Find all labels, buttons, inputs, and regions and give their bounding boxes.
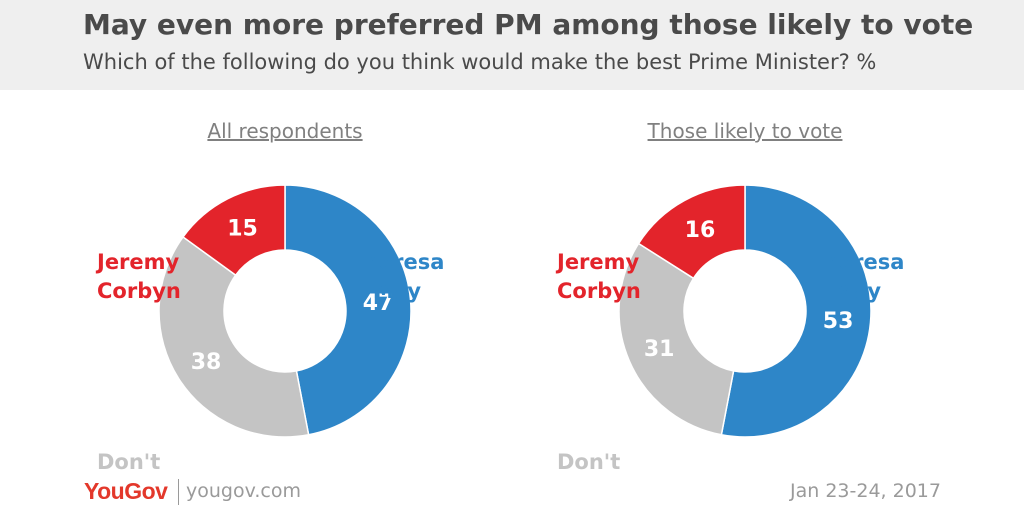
all-respondents-value-theresa-may: 47 (363, 291, 394, 316)
likely-voters-label-don-t-know: Don'tknow (557, 450, 620, 470)
likely-voters-value-theresa-may: 53 (823, 309, 854, 334)
all-respondents-value-jeremy-corbyn: 15 (227, 217, 258, 242)
yougov-logo: YouGov (84, 478, 168, 504)
donut-charts: All respondents47TheresaMay38Don'tknow15… (95, 119, 905, 470)
likely-voters-label-jeremy-corbyn: Jeremy Corbyn (555, 250, 641, 303)
all-respondents-label-theresa-may: Theresa May (350, 250, 445, 303)
footer-site: yougov.com (186, 480, 301, 502)
all-respondents-label-jeremy-corbyn: Jeremy Corbyn (95, 250, 181, 303)
likely-voters-value-don-t-know: 31 (644, 337, 675, 362)
all-respondents-title: All respondents (207, 119, 362, 143)
likely-voters-slice-don-t-know (618, 242, 735, 436)
likely-voters-title: Those likely to vote (647, 119, 843, 143)
all-respondents-label-don-t-know: Don'tknow (97, 450, 160, 470)
all-respondents-slice-jeremy-corbyn (182, 184, 286, 277)
header-band: May even more preferred PM among those l… (0, 0, 1024, 90)
all-respondents-value-don-t-know: 38 (191, 350, 222, 375)
likely-voters-slice-theresa-may (720, 184, 872, 438)
likely-voters-value-jeremy-corbyn: 16 (685, 218, 716, 243)
likely-voters-label-theresa-may: Theresa May (810, 250, 905, 303)
all-respondents-slice-don-t-know (158, 235, 310, 438)
page-subtitle: Which of the following do you think woul… (83, 50, 877, 74)
likely-voters-slice-jeremy-corbyn (637, 184, 746, 280)
footer-divider (178, 479, 179, 505)
page-title: May even more preferred PM among those l… (83, 8, 974, 41)
footer-date: Jan 23-24, 2017 (790, 480, 941, 502)
all-respondents-slice-theresa-may (284, 184, 412, 436)
